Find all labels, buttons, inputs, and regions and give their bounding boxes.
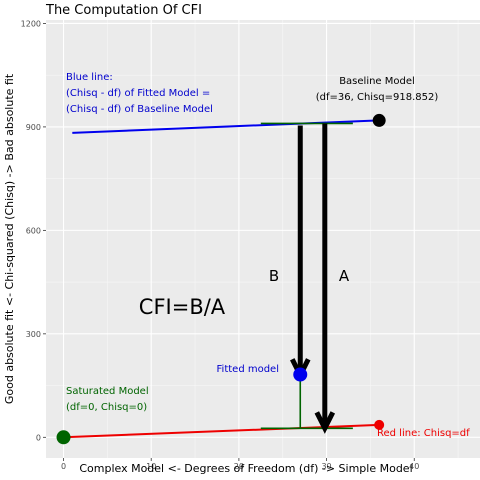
- x-axis-title: Complex Model <- Degrees of Freedom (df)…: [79, 462, 412, 475]
- saturated-label-2: (df=0, Chisq=0): [66, 402, 147, 413]
- chart-marks: [56, 113, 386, 445]
- blue-line: [72, 119, 380, 134]
- x-tick-label: 20: [234, 462, 244, 471]
- x-tick-labels: 0 10 20 30 40: [61, 462, 419, 471]
- y-tick-label: 0: [36, 433, 41, 442]
- x-tick-label: 30: [321, 462, 331, 471]
- y-tick-label: 300: [26, 330, 41, 339]
- chart-title: The Computation Of CFI: [45, 3, 202, 18]
- y-tick-labels: 0 300 600 900 1200: [21, 19, 41, 442]
- baseline-label-2: (df=36, Chisq=918.852): [316, 92, 439, 103]
- arrow-a-label: A: [339, 267, 350, 285]
- fitted-point: [293, 367, 308, 382]
- x-tick-label: 10: [146, 462, 156, 471]
- baseline-label-1: Baseline Model: [339, 76, 415, 87]
- baseline-point: [372, 113, 386, 127]
- red-line-label: Red line: Chisq=df: [377, 428, 470, 439]
- minor-gridlines: [46, 20, 480, 458]
- y-tick-label: 900: [26, 123, 41, 132]
- y-tick-label: 1200: [21, 19, 41, 28]
- arrow-b-label: B: [269, 267, 279, 285]
- x-tick-label: 40: [409, 462, 419, 471]
- tick-marks: [43, 23, 415, 461]
- red-endpoint: [374, 419, 385, 430]
- saturated-label-1: Saturated Model: [66, 386, 149, 397]
- arrow-a-head: [314, 411, 336, 434]
- blue-line-note-2: (Chisq - df) of Fitted Model =: [66, 88, 210, 99]
- cfi-formula: CFI=B/A: [139, 295, 226, 319]
- blue-line-note-1: Blue line:: [66, 72, 113, 83]
- y-tick-label: 600: [26, 226, 41, 235]
- x-tick-label: 0: [61, 462, 66, 471]
- plot-panel: [46, 20, 480, 458]
- blue-line-note-3: (Chisq - df) of Baseline Model: [66, 104, 213, 115]
- major-gridlines: [46, 20, 480, 458]
- fitted-model-label: Fitted model: [217, 364, 279, 375]
- saturated-point: [56, 430, 71, 445]
- annotations: Blue line: (Chisq - df) of Fitted Model …: [66, 72, 470, 439]
- y-axis-title: Good absolute fit <- Chi-squared (Chisq)…: [3, 73, 16, 404]
